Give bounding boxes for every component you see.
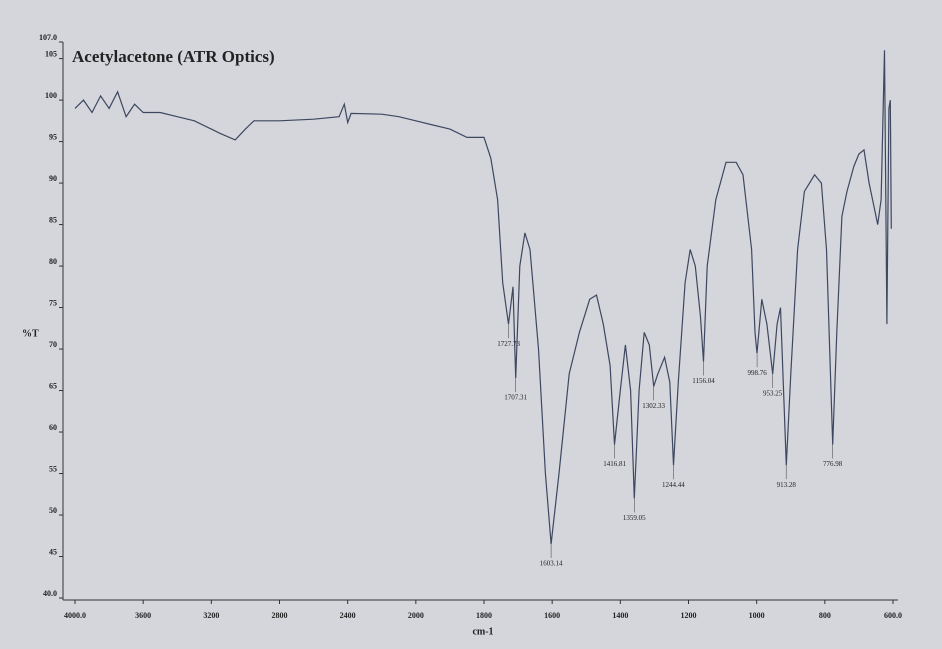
y-tick-label: 70 [49,340,57,349]
chart-title: Acetylacetone (ATR Optics) [72,47,275,66]
x-tick-label: 1600 [544,611,560,620]
y-tick-label: 55 [49,464,57,473]
peak-label: 1727.73 [497,340,520,348]
peak-label: 776.98 [823,460,843,468]
y-axis-label: %T [22,328,39,339]
y-tick-label: 90 [49,174,57,183]
y-tick-label: 60 [49,423,57,432]
y-tick-label: 95 [49,132,57,141]
y-tick-label: 45 [49,547,57,556]
peak-label: 1244.44 [662,481,685,489]
y-tick-label: 80 [49,257,57,266]
x-tick-label: 1800 [476,611,492,620]
x-axis-label: cm-1 [472,626,493,637]
peak-label: 1707.31 [504,394,527,402]
peak-label: 1302.33 [642,402,665,410]
y-tick-label: 107.0 [39,33,57,42]
x-tick-label: 800 [819,611,831,620]
x-tick-label: 2000 [408,611,424,620]
y-tick-label: 50 [49,506,57,515]
peak-label: 998.76 [747,369,767,377]
spectrum-line [74,50,892,545]
y-tick-label: 65 [49,381,57,390]
x-tick-label: 1000 [749,611,765,620]
x-tick-label: 600.0 [884,611,902,620]
x-tick-label: 3600 [135,611,151,620]
y-tick-label: 85 [49,215,57,224]
peak-label: 913.28 [777,481,797,489]
y-tick-label: 100 [45,91,57,100]
x-tick-label: 3200 [203,611,219,620]
peak-label: 1359.05 [623,514,646,522]
x-tick-label: 1200 [681,611,697,620]
peak-label: 953.25 [763,390,783,398]
x-tick-label: 4000.0 [64,611,86,620]
y-tick-label: 105 [45,49,57,58]
x-tick-label: 2800 [272,611,288,620]
peak-label: 1156.04 [692,377,715,385]
y-tick-label: 40.0 [43,589,57,598]
x-tick-label: 1400 [612,611,628,620]
x-tick-label: 2400 [340,611,356,620]
y-tick-label: 75 [49,298,57,307]
peak-label: 1416.81 [603,460,626,468]
peak-label: 1603.14 [540,560,563,568]
